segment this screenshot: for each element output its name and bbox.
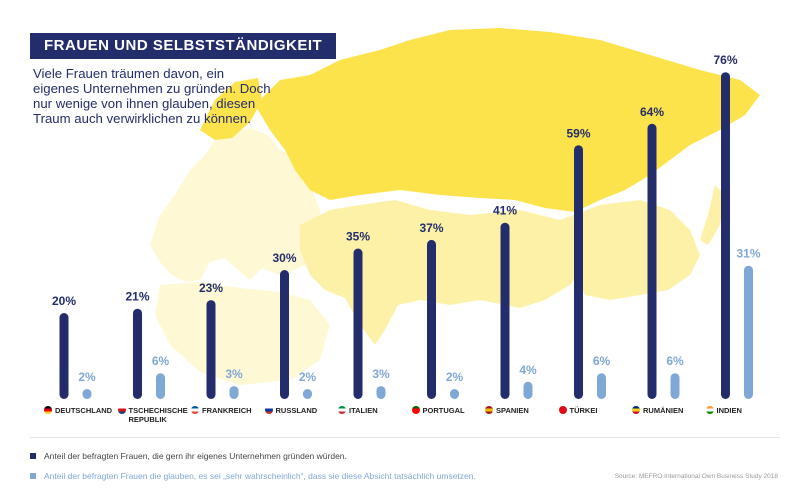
country-name: TSCHECHISCHE REPUBLIK: [128, 406, 188, 424]
value-label-dark: 59%: [566, 126, 590, 140]
bar-light: [670, 373, 680, 399]
country-label: INDIEN: [705, 406, 742, 415]
country-name: RUSSLAND: [275, 406, 318, 415]
bar-light: [303, 389, 312, 399]
bar-dark: [353, 248, 363, 399]
flag-icon: [264, 406, 273, 414]
country-label: FRANKREICH: [191, 406, 252, 415]
legend-item-dark: Anteil der befragten Frauen, die gern ih…: [30, 451, 347, 461]
country-label: ITALIEN: [338, 406, 378, 415]
flag-icon: [411, 406, 420, 414]
bar-light: [82, 389, 92, 399]
map-europe: [150, 128, 322, 282]
country-label: PORTUGAL: [411, 406, 465, 415]
country-name: ITALIEN: [349, 406, 378, 415]
bar-dark: [500, 222, 510, 399]
country-name: FRANKREICH: [202, 406, 252, 415]
country-label: RUMÄNIEN: [632, 406, 683, 415]
value-label-light: 3%: [225, 367, 243, 381]
country-name: TÜRKEI: [569, 406, 598, 415]
bar-dark: [133, 308, 142, 399]
flag-icon: [485, 406, 493, 414]
value-label-light: 4%: [519, 363, 537, 377]
flag-icon: [705, 406, 714, 414]
page-title: FRAUEN UND SELBSTSTÄNDIGKEIT: [30, 33, 337, 59]
value-label-dark: 23%: [199, 281, 223, 295]
bar-light: [156, 373, 165, 399]
value-label-light: 2%: [78, 370, 96, 384]
value-label-light: 6%: [666, 354, 684, 368]
country-name: DEUTSCHLAND: [55, 406, 113, 415]
value-label-dark: 21%: [125, 290, 149, 304]
country-label: TÜRKEI: [558, 406, 598, 415]
bar-dark: [59, 313, 69, 399]
bar-dark: [721, 72, 730, 399]
flag-icon: [44, 406, 52, 414]
value-label-dark: 30%: [272, 251, 296, 265]
country-label: TSCHECHISCHE REPUBLIK: [117, 406, 188, 424]
map-middle-asia: [300, 200, 585, 345]
bar-light: [229, 386, 239, 399]
legend-divider: [30, 437, 780, 438]
bar-dark: [280, 270, 289, 399]
map-china: [560, 200, 700, 300]
bar-light: [376, 386, 386, 399]
value-label-dark: 64%: [640, 105, 664, 119]
flag-icon: [191, 406, 199, 414]
bar-light: [597, 373, 606, 399]
bar-light: [523, 381, 533, 399]
bar-light: [744, 265, 753, 399]
bar-dark: [647, 123, 657, 400]
value-label-light: 6%: [152, 354, 170, 368]
country-label: DEUTSCHLAND: [44, 406, 112, 415]
flag-icon: [558, 406, 567, 414]
country-name: PORTUGAL: [422, 406, 465, 415]
country-name: RUMÄNIEN: [643, 406, 684, 415]
value-label-light: 3%: [372, 367, 390, 381]
country-name: INDIEN: [716, 406, 742, 415]
source-note: Source: MEFRO International Own Business…: [614, 473, 778, 480]
map-russia: [255, 28, 760, 212]
country-label: SPANIEN: [485, 406, 529, 415]
value-label-light: 2%: [299, 370, 317, 384]
value-label-light: 2%: [446, 370, 464, 384]
value-label-dark: 41%: [493, 204, 517, 218]
flag-icon: [117, 406, 126, 414]
value-label-dark: 20%: [52, 294, 76, 308]
value-label-dark: 35%: [346, 230, 370, 244]
value-label-light: 6%: [593, 354, 611, 368]
flag-icon: [632, 406, 640, 414]
map-japan: [700, 185, 725, 245]
legend-label-light: Anteil der befragten Frauen die glauben,…: [44, 471, 476, 481]
bar-dark: [427, 239, 436, 399]
map-scandinavia: [200, 78, 262, 140]
country-label: RUSSLAND: [264, 406, 318, 415]
legend-swatch-light: [30, 473, 36, 479]
bar-dark: [206, 300, 216, 399]
bar-dark: [574, 145, 583, 399]
value-label-dark: 37%: [419, 221, 443, 235]
page-subtitle: Viele Frauen träumen davon, ein eigenes …: [33, 66, 271, 126]
flag-icon: [338, 406, 346, 414]
bar-light: [450, 389, 459, 399]
legend-swatch-dark: [30, 453, 36, 459]
value-label-dark: 76%: [713, 53, 737, 67]
value-label-light: 31%: [736, 247, 760, 261]
legend-item-light: Anteil der befragten Frauen die glauben,…: [30, 471, 476, 481]
country-name: SPANIEN: [496, 406, 529, 415]
legend-label-dark: Anteil der befragten Frauen, die gern ih…: [44, 451, 347, 461]
